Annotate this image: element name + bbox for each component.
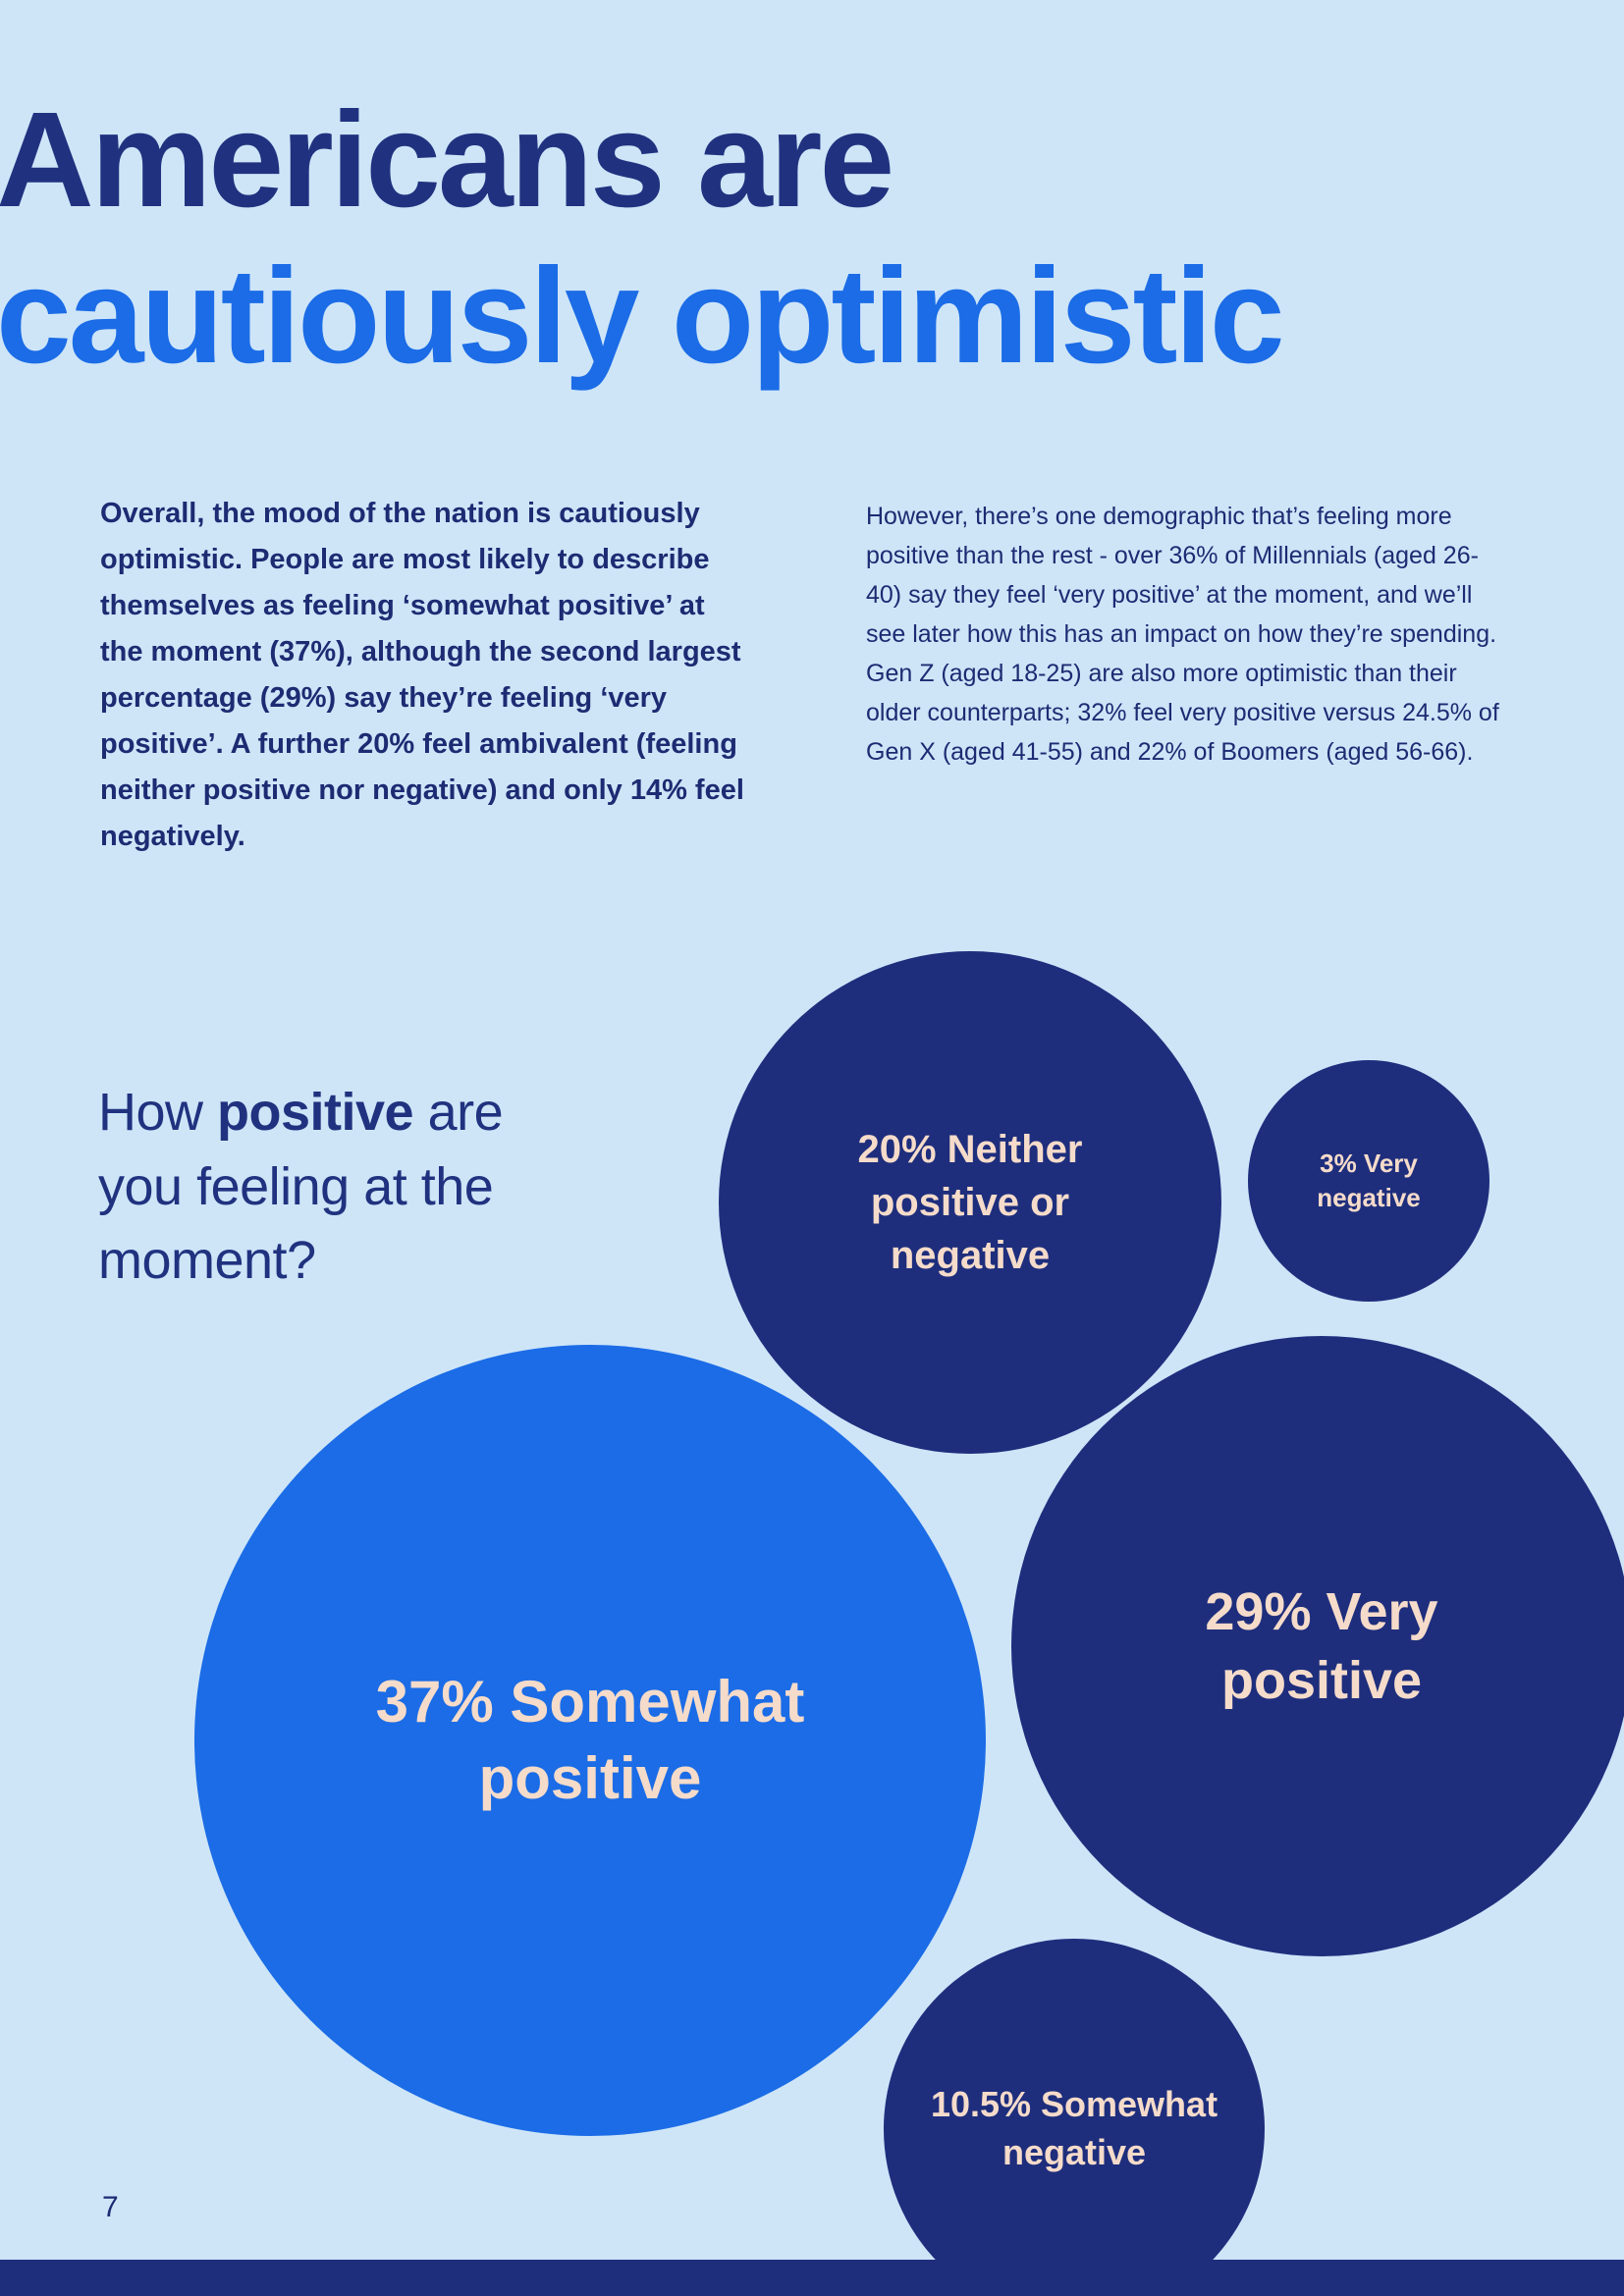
- bubble-neither-positive-or-negative: 20% Neither positive or negative: [719, 951, 1221, 1454]
- question-text-pre: How: [98, 1083, 218, 1142]
- bubble-label-very-negative: 3% Very negative: [1317, 1148, 1421, 1212]
- title-line-1: Americans are: [0, 84, 894, 236]
- question-bold-word: positive: [217, 1083, 414, 1142]
- question-line-2: you feeling at the: [98, 1156, 494, 1216]
- bubble-very-negative: 3% Very negative: [1248, 1060, 1489, 1302]
- bubble-somewhat-positive: 37% Somewhat positive: [194, 1345, 986, 2136]
- title-line-2: cautiously optimistic: [0, 240, 1285, 392]
- bubble-label-somewhat-negative: 10.5% Somewhat negative: [930, 2084, 1218, 2172]
- bubble-somewhat-negative: 10.5% Somewhat negative: [884, 1939, 1265, 2296]
- bubble-label-neither: 20% Neither positive or negative: [857, 1128, 1083, 1277]
- bubble-very-positive: 29% Very positive: [1011, 1336, 1624, 1956]
- question-line-3: moment?: [98, 1231, 316, 1291]
- intro-right-paragraph: However, there’s one demographic that’s …: [866, 503, 1499, 766]
- bubble-label-somewhat-positive: 37% Somewhat positive: [375, 1669, 805, 1811]
- footer-bar: [0, 2260, 1624, 2296]
- page-title: Americans are cautiously optimistic: [0, 82, 1285, 394]
- intro-left-paragraph: Overall, the mood of the nation is cauti…: [100, 498, 744, 852]
- chart-question-heading: How positive are you feeling at the mome…: [98, 1076, 504, 1299]
- page-number: 7: [102, 2191, 119, 2223]
- question-text-post: are: [413, 1083, 504, 1142]
- bubble-label-very-positive: 29% Very positive: [1205, 1581, 1438, 1710]
